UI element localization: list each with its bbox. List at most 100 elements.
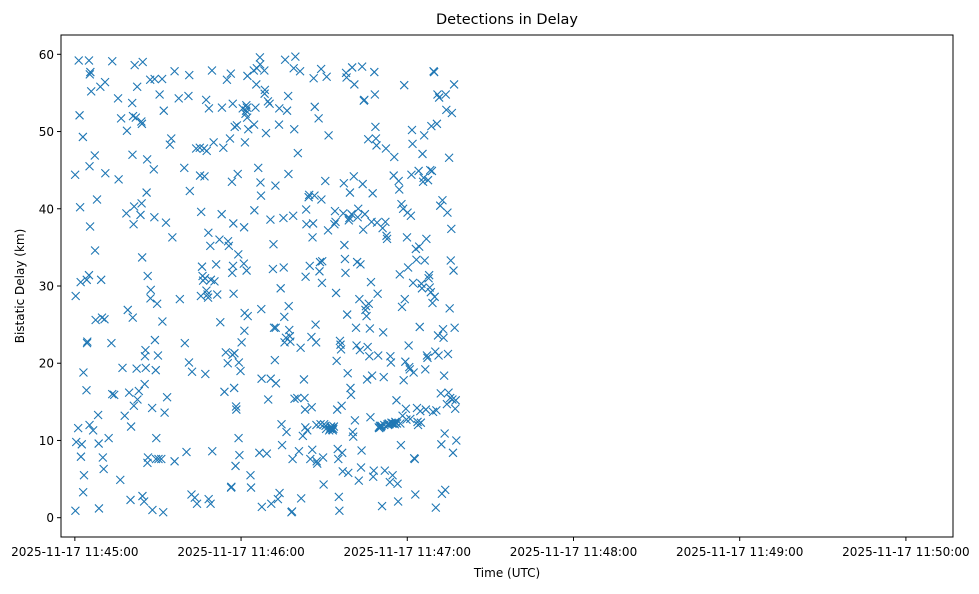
data-point <box>414 166 424 176</box>
data-point <box>412 255 421 265</box>
data-point <box>377 501 387 511</box>
data-point <box>439 371 449 380</box>
data-point <box>184 70 194 80</box>
data-point <box>141 363 151 373</box>
data-point <box>85 222 95 231</box>
data-point <box>137 253 147 262</box>
data-point <box>420 256 430 265</box>
data-point <box>223 358 233 368</box>
data-point <box>340 254 350 264</box>
data-point <box>284 169 293 179</box>
data-point <box>319 480 329 489</box>
data-point <box>162 392 172 402</box>
data-point <box>310 102 320 112</box>
data-point <box>279 263 289 272</box>
data-point <box>293 148 303 158</box>
data-point <box>350 415 360 425</box>
data-point <box>180 338 190 348</box>
data-point <box>91 315 101 325</box>
data-point <box>256 178 265 187</box>
data-point <box>75 202 85 212</box>
data-point <box>260 89 269 99</box>
data-point <box>442 399 452 409</box>
data-point <box>141 345 150 355</box>
data-point <box>444 153 454 163</box>
data-point <box>295 66 305 76</box>
data-point <box>406 211 416 221</box>
data-point <box>400 294 410 304</box>
data-point <box>269 239 278 249</box>
data-point <box>301 272 310 282</box>
data-point <box>230 348 239 358</box>
data-point <box>448 395 457 404</box>
data-point <box>73 423 83 433</box>
data-point <box>341 268 350 278</box>
data-point <box>322 72 332 82</box>
data-point <box>424 273 433 283</box>
data-point <box>345 188 355 197</box>
data-point <box>215 235 224 245</box>
data-point <box>404 341 414 350</box>
data-point <box>386 358 396 367</box>
x-tick-label: 2025-11-17 11:45:00 <box>11 545 138 559</box>
data-point <box>217 103 227 112</box>
data-point <box>330 206 340 216</box>
data-point <box>282 106 292 116</box>
data-point <box>404 362 414 372</box>
data-point <box>143 458 152 468</box>
data-point <box>279 312 289 322</box>
data-point <box>100 77 110 87</box>
data-point <box>449 80 459 89</box>
data-point <box>212 290 222 299</box>
data-point <box>344 215 354 225</box>
data-point <box>232 120 242 130</box>
data-point <box>315 257 325 267</box>
data-point <box>185 186 195 196</box>
data-point <box>394 176 404 186</box>
x-tick-label: 2025-11-17 11:48:00 <box>510 545 637 559</box>
data-point <box>167 232 177 242</box>
data-point <box>372 141 381 150</box>
data-point <box>277 419 286 429</box>
data-point <box>408 278 418 288</box>
data-point <box>312 456 322 466</box>
data-point <box>338 466 348 476</box>
data-point <box>305 261 315 271</box>
data-point <box>441 105 451 115</box>
data-point <box>342 310 352 319</box>
y-tick-label: 60 <box>39 48 54 62</box>
data-point <box>414 242 424 252</box>
data-point <box>347 63 357 72</box>
data-point <box>421 405 431 414</box>
data-point <box>203 290 212 299</box>
data-point <box>150 74 160 84</box>
data-point <box>132 82 142 92</box>
data-point <box>146 285 156 295</box>
data-point <box>191 144 201 153</box>
data-point <box>364 299 374 309</box>
data-point <box>71 506 80 516</box>
data-point <box>222 75 232 85</box>
data-point <box>266 499 276 509</box>
data-point <box>93 410 103 420</box>
data-point <box>292 393 302 403</box>
data-point <box>256 191 266 201</box>
data-point <box>422 351 432 360</box>
data-point <box>184 91 193 101</box>
data-point <box>419 173 429 183</box>
data-point <box>273 494 283 504</box>
data-point <box>274 120 284 129</box>
data-point <box>94 439 104 448</box>
data-point <box>335 336 345 346</box>
data-point <box>143 271 153 281</box>
data-point <box>182 447 191 457</box>
data-point <box>82 275 92 285</box>
data-point <box>251 80 261 89</box>
data-point <box>204 103 214 113</box>
data-point <box>136 117 146 126</box>
data-point <box>241 100 251 110</box>
data-point <box>271 181 280 190</box>
data-point <box>233 169 243 179</box>
data-point <box>196 207 206 217</box>
data-point <box>204 494 214 504</box>
